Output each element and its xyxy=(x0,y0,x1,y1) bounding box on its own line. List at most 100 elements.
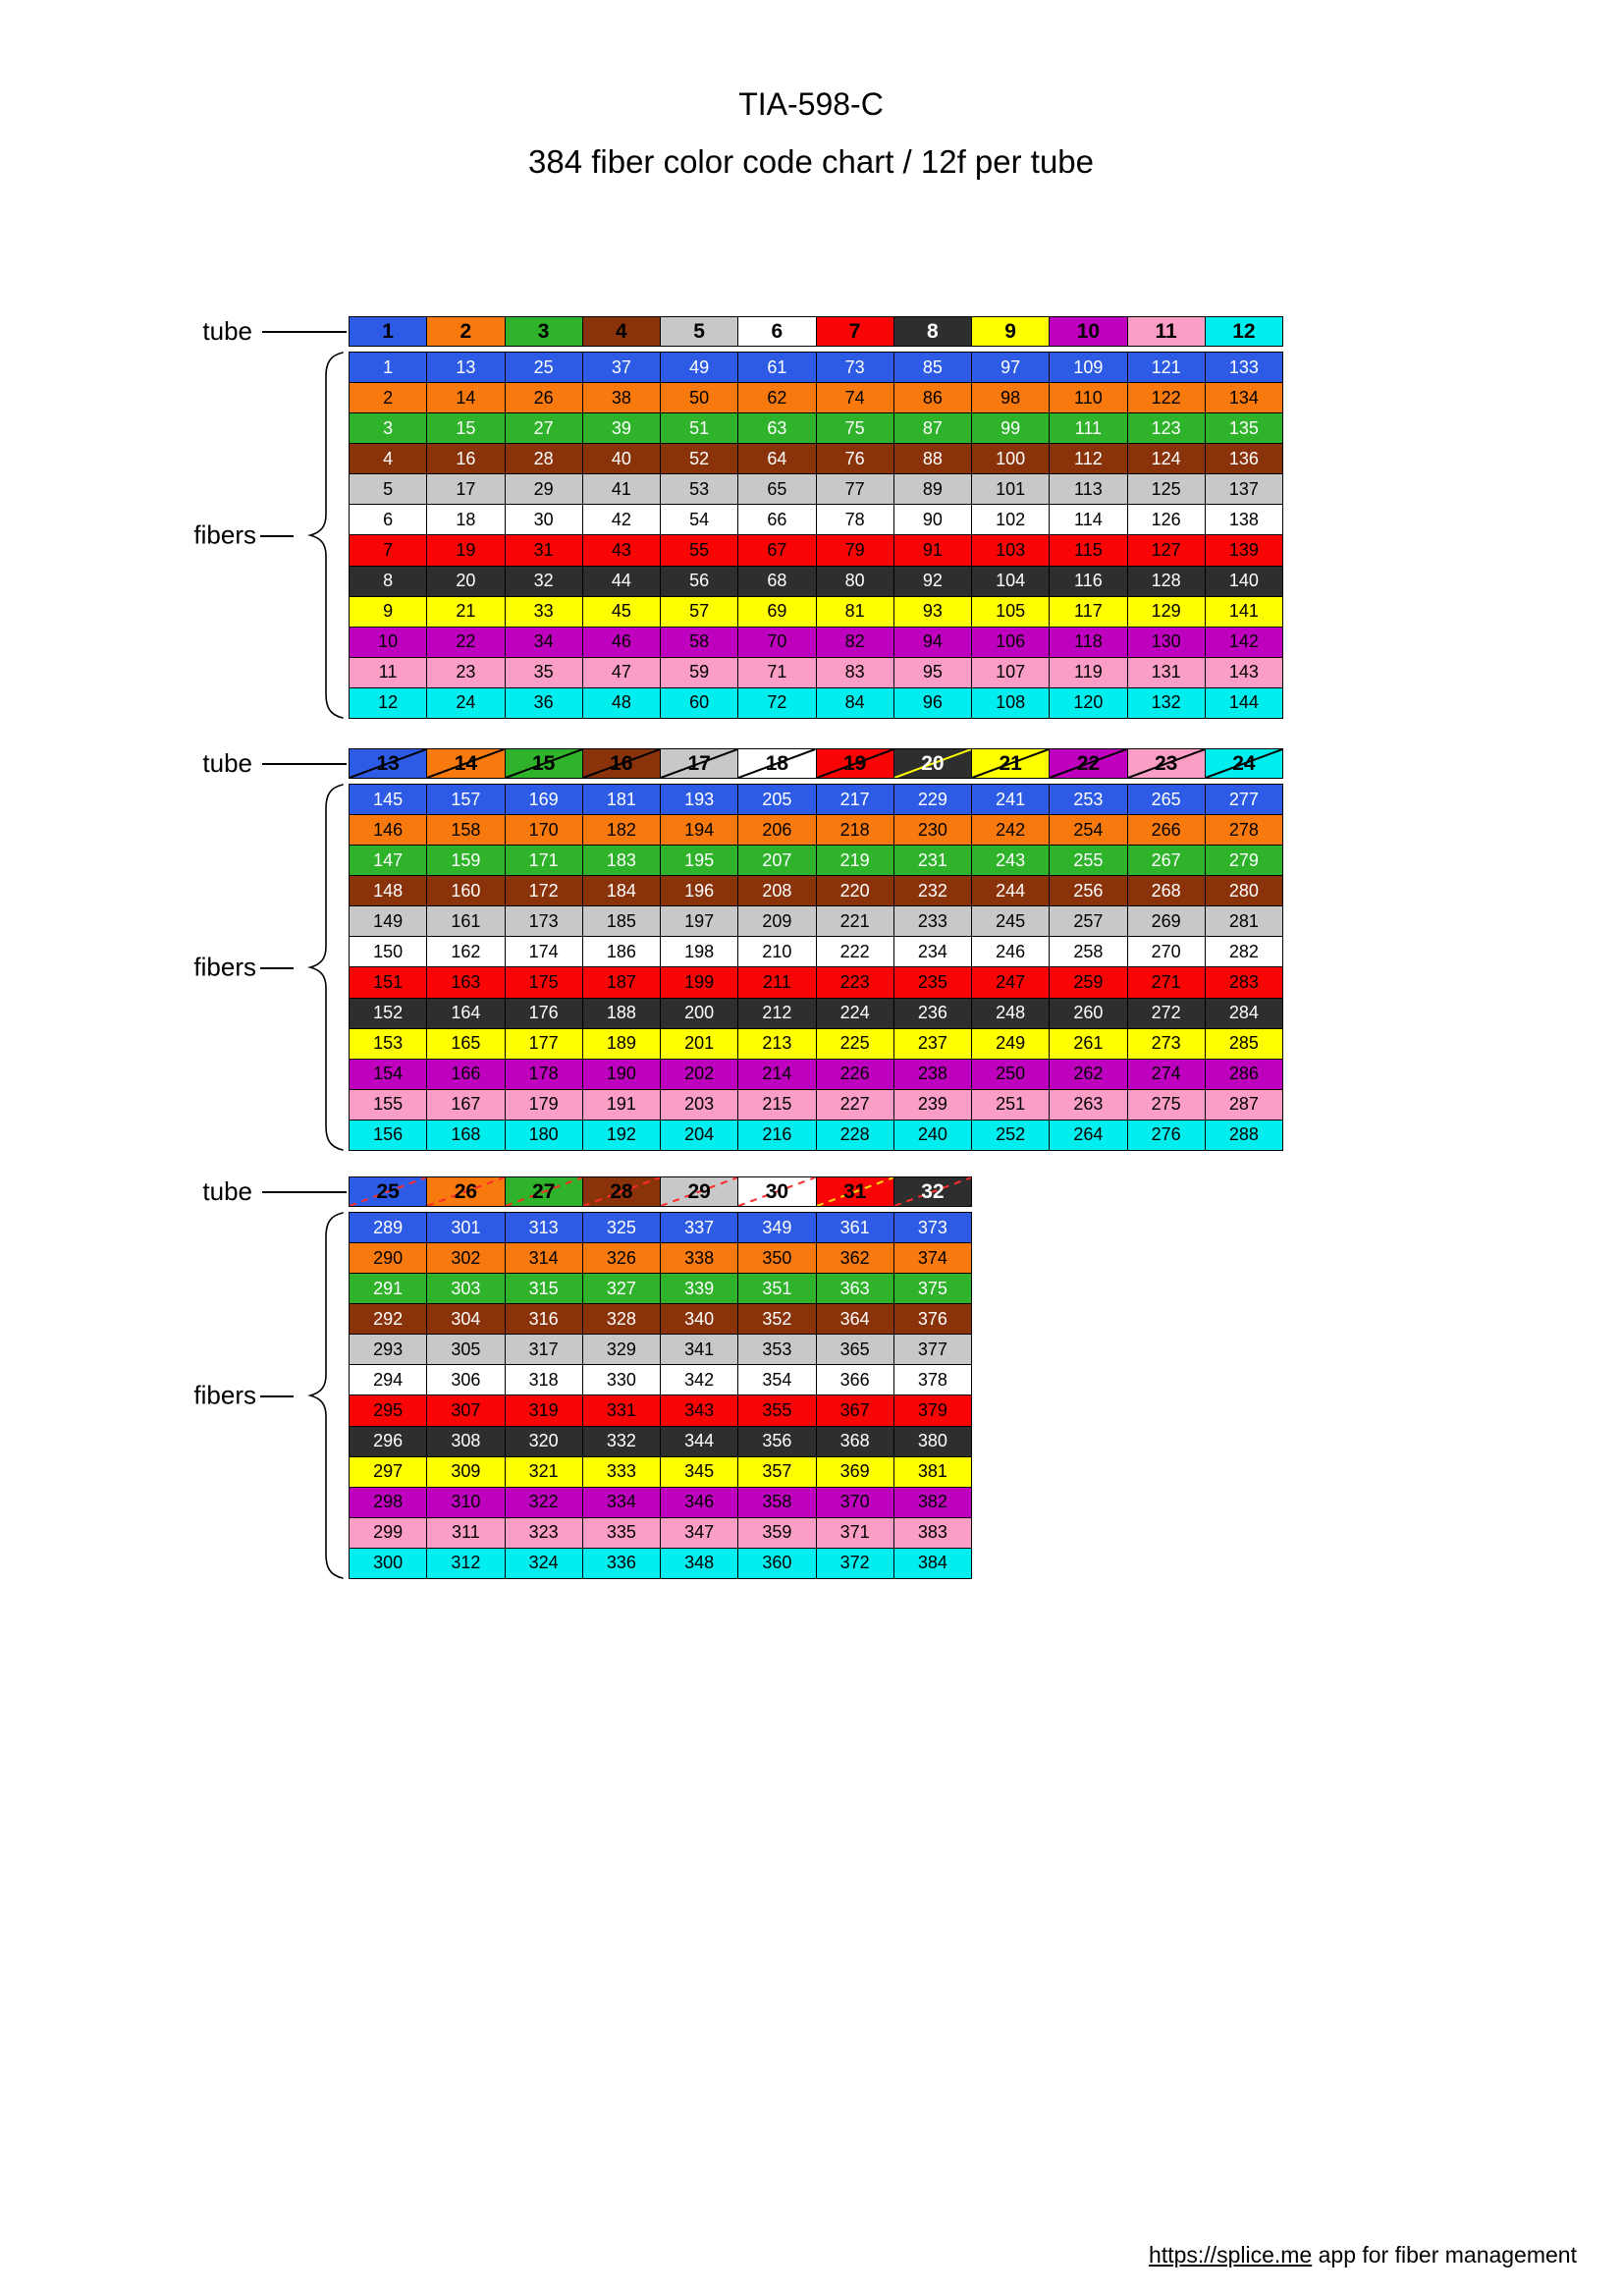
fiber-cell: 38 xyxy=(581,383,660,413)
tube-header-cell: 11 xyxy=(1126,317,1205,346)
fiber-row-white: 294 306 318 330 342 354 366 378 xyxy=(350,1364,971,1395)
tube-number: 12 xyxy=(1232,319,1256,343)
fiber-cell: 376 xyxy=(892,1304,971,1335)
fiber-cell: 92 xyxy=(892,566,971,596)
fiber-cell: 231 xyxy=(892,846,971,876)
fiber-cell: 164 xyxy=(426,998,505,1028)
fiber-cell: 8 xyxy=(350,566,427,596)
fiber-cell: 340 xyxy=(660,1304,738,1335)
fiber-row-yellow: 297 309 321 333 345 357 369 381 xyxy=(350,1455,971,1487)
fiber-cell: 206 xyxy=(737,815,816,846)
fiber-row-brown: 4 16 28 40 52 64 76 88 100 112 124 136 xyxy=(350,443,1282,474)
fiber-cell: 62 xyxy=(737,383,816,413)
fiber-cell: 271 xyxy=(1126,967,1205,998)
fiber-cell: 345 xyxy=(660,1456,738,1487)
fiber-cell: 11 xyxy=(350,657,427,687)
fiber-cell: 122 xyxy=(1126,383,1205,413)
fiber-cell: 150 xyxy=(350,937,427,967)
fiber-cell: 192 xyxy=(581,1120,660,1150)
tube-header-row: 13 14 15 16 17 18 19 20 21 22 23 24 xyxy=(349,748,1283,779)
footer-text: app for fiber management xyxy=(1312,2242,1577,2268)
fiber-row-green: 147 159 171 183 195 207 219 231 243 255 267 279 xyxy=(350,845,1282,876)
fiber-cell: 362 xyxy=(815,1243,893,1274)
fiber-cell: 374 xyxy=(892,1243,971,1274)
fiber-cell: 118 xyxy=(1049,627,1127,657)
fiber-cell: 142 xyxy=(1204,627,1282,657)
fiber-cell: 175 xyxy=(504,967,582,998)
tube-number: 15 xyxy=(531,751,556,775)
tube-tracer-stripe-icon xyxy=(506,749,582,778)
tube-header-cell: 24 xyxy=(1204,749,1282,778)
fiber-cell: 24 xyxy=(426,687,505,718)
tube-number: 30 xyxy=(765,1179,789,1203)
fiber-cell: 50 xyxy=(660,383,738,413)
fiber-cell: 97 xyxy=(971,353,1050,383)
fiber-cell: 157 xyxy=(426,785,505,815)
tube-header-cell: 7 xyxy=(815,317,893,346)
fiber-cell: 85 xyxy=(892,353,971,383)
fiber-cell: 216 xyxy=(737,1120,816,1150)
fiber-cell: 143 xyxy=(1204,657,1282,687)
fiber-cell: 9 xyxy=(350,596,427,627)
fiber-cell: 295 xyxy=(350,1395,427,1426)
tube-header-cell: 26 xyxy=(426,1177,505,1206)
tube-header-cell: 12 xyxy=(1204,317,1282,346)
fiber-cell: 196 xyxy=(660,876,738,906)
fiber-cell: 195 xyxy=(660,846,738,876)
fiber-cell: 173 xyxy=(504,906,582,937)
fiber-cell: 336 xyxy=(581,1548,660,1578)
fiber-cell: 213 xyxy=(737,1028,816,1059)
fiber-cell: 291 xyxy=(350,1274,427,1304)
fiber-cell: 217 xyxy=(815,785,893,815)
fiber-cell: 10 xyxy=(350,627,427,657)
fiber-cell: 98 xyxy=(971,383,1050,413)
fiber-cell: 116 xyxy=(1049,566,1127,596)
fiber-cell: 384 xyxy=(892,1548,971,1578)
fiber-cell: 40 xyxy=(581,444,660,474)
fiber-cell: 230 xyxy=(892,815,971,846)
fiber-cell: 214 xyxy=(737,1059,816,1089)
fiber-cell: 147 xyxy=(350,846,427,876)
fiber-cell: 132 xyxy=(1126,687,1205,718)
fiber-cell: 277 xyxy=(1204,785,1282,815)
fiber-cell: 6 xyxy=(350,505,427,535)
fiber-cell: 227 xyxy=(815,1089,893,1120)
fiber-row-blue: 1 13 25 37 49 61 73 85 97 109 121 133 xyxy=(350,353,1282,383)
fiber-cell: 259 xyxy=(1049,967,1127,998)
tube-tracer-stripe-icon xyxy=(817,1177,893,1206)
tube-header-cell: 21 xyxy=(971,749,1050,778)
fiber-cell: 261 xyxy=(1049,1028,1127,1059)
fiber-cell: 170 xyxy=(504,815,582,846)
tube-tracer-stripe-icon xyxy=(894,749,971,778)
tube-tracer-stripe-icon xyxy=(738,1177,815,1206)
fiber-row-slate: 149 161 173 185 197 209 221 233 245 257 269 281 xyxy=(350,905,1282,937)
fiber-cell: 35 xyxy=(504,657,582,687)
tube-number: 27 xyxy=(531,1179,556,1203)
fiber-cell: 111 xyxy=(1049,413,1127,444)
fiber-cell: 329 xyxy=(581,1335,660,1365)
fiber-cell: 67 xyxy=(737,535,816,566)
fiber-cell: 274 xyxy=(1126,1059,1205,1089)
fiber-cell: 25 xyxy=(504,353,582,383)
fiber-cell: 361 xyxy=(815,1213,893,1243)
fiber-cell: 27 xyxy=(504,413,582,444)
tube-tracer-stripe-icon xyxy=(738,749,815,778)
fiber-row-orange: 290 302 314 326 338 350 362 374 xyxy=(350,1242,971,1274)
tube-header-cell: 23 xyxy=(1126,749,1205,778)
fiber-cell: 378 xyxy=(892,1365,971,1395)
fiber-row-yellow: 153 165 177 189 201 213 225 237 249 261 273 285 xyxy=(350,1027,1282,1059)
tube-tracer-stripe-icon xyxy=(583,749,660,778)
fiber-cell: 253 xyxy=(1049,785,1127,815)
fiber-cell: 366 xyxy=(815,1365,893,1395)
fiber-cell: 169 xyxy=(504,785,582,815)
fiber-cell: 70 xyxy=(737,627,816,657)
fiber-cell: 202 xyxy=(660,1059,738,1089)
fiber-cell: 372 xyxy=(815,1548,893,1578)
fiber-cell: 58 xyxy=(660,627,738,657)
tube-tracer-stripe-icon xyxy=(1128,749,1205,778)
splice-me-link[interactable]: https://splice.me xyxy=(1149,2242,1313,2268)
fiber-cell: 234 xyxy=(892,937,971,967)
fiber-cell: 47 xyxy=(581,657,660,687)
tube-number: 21 xyxy=(999,751,1022,775)
fiber-cell: 309 xyxy=(426,1456,505,1487)
